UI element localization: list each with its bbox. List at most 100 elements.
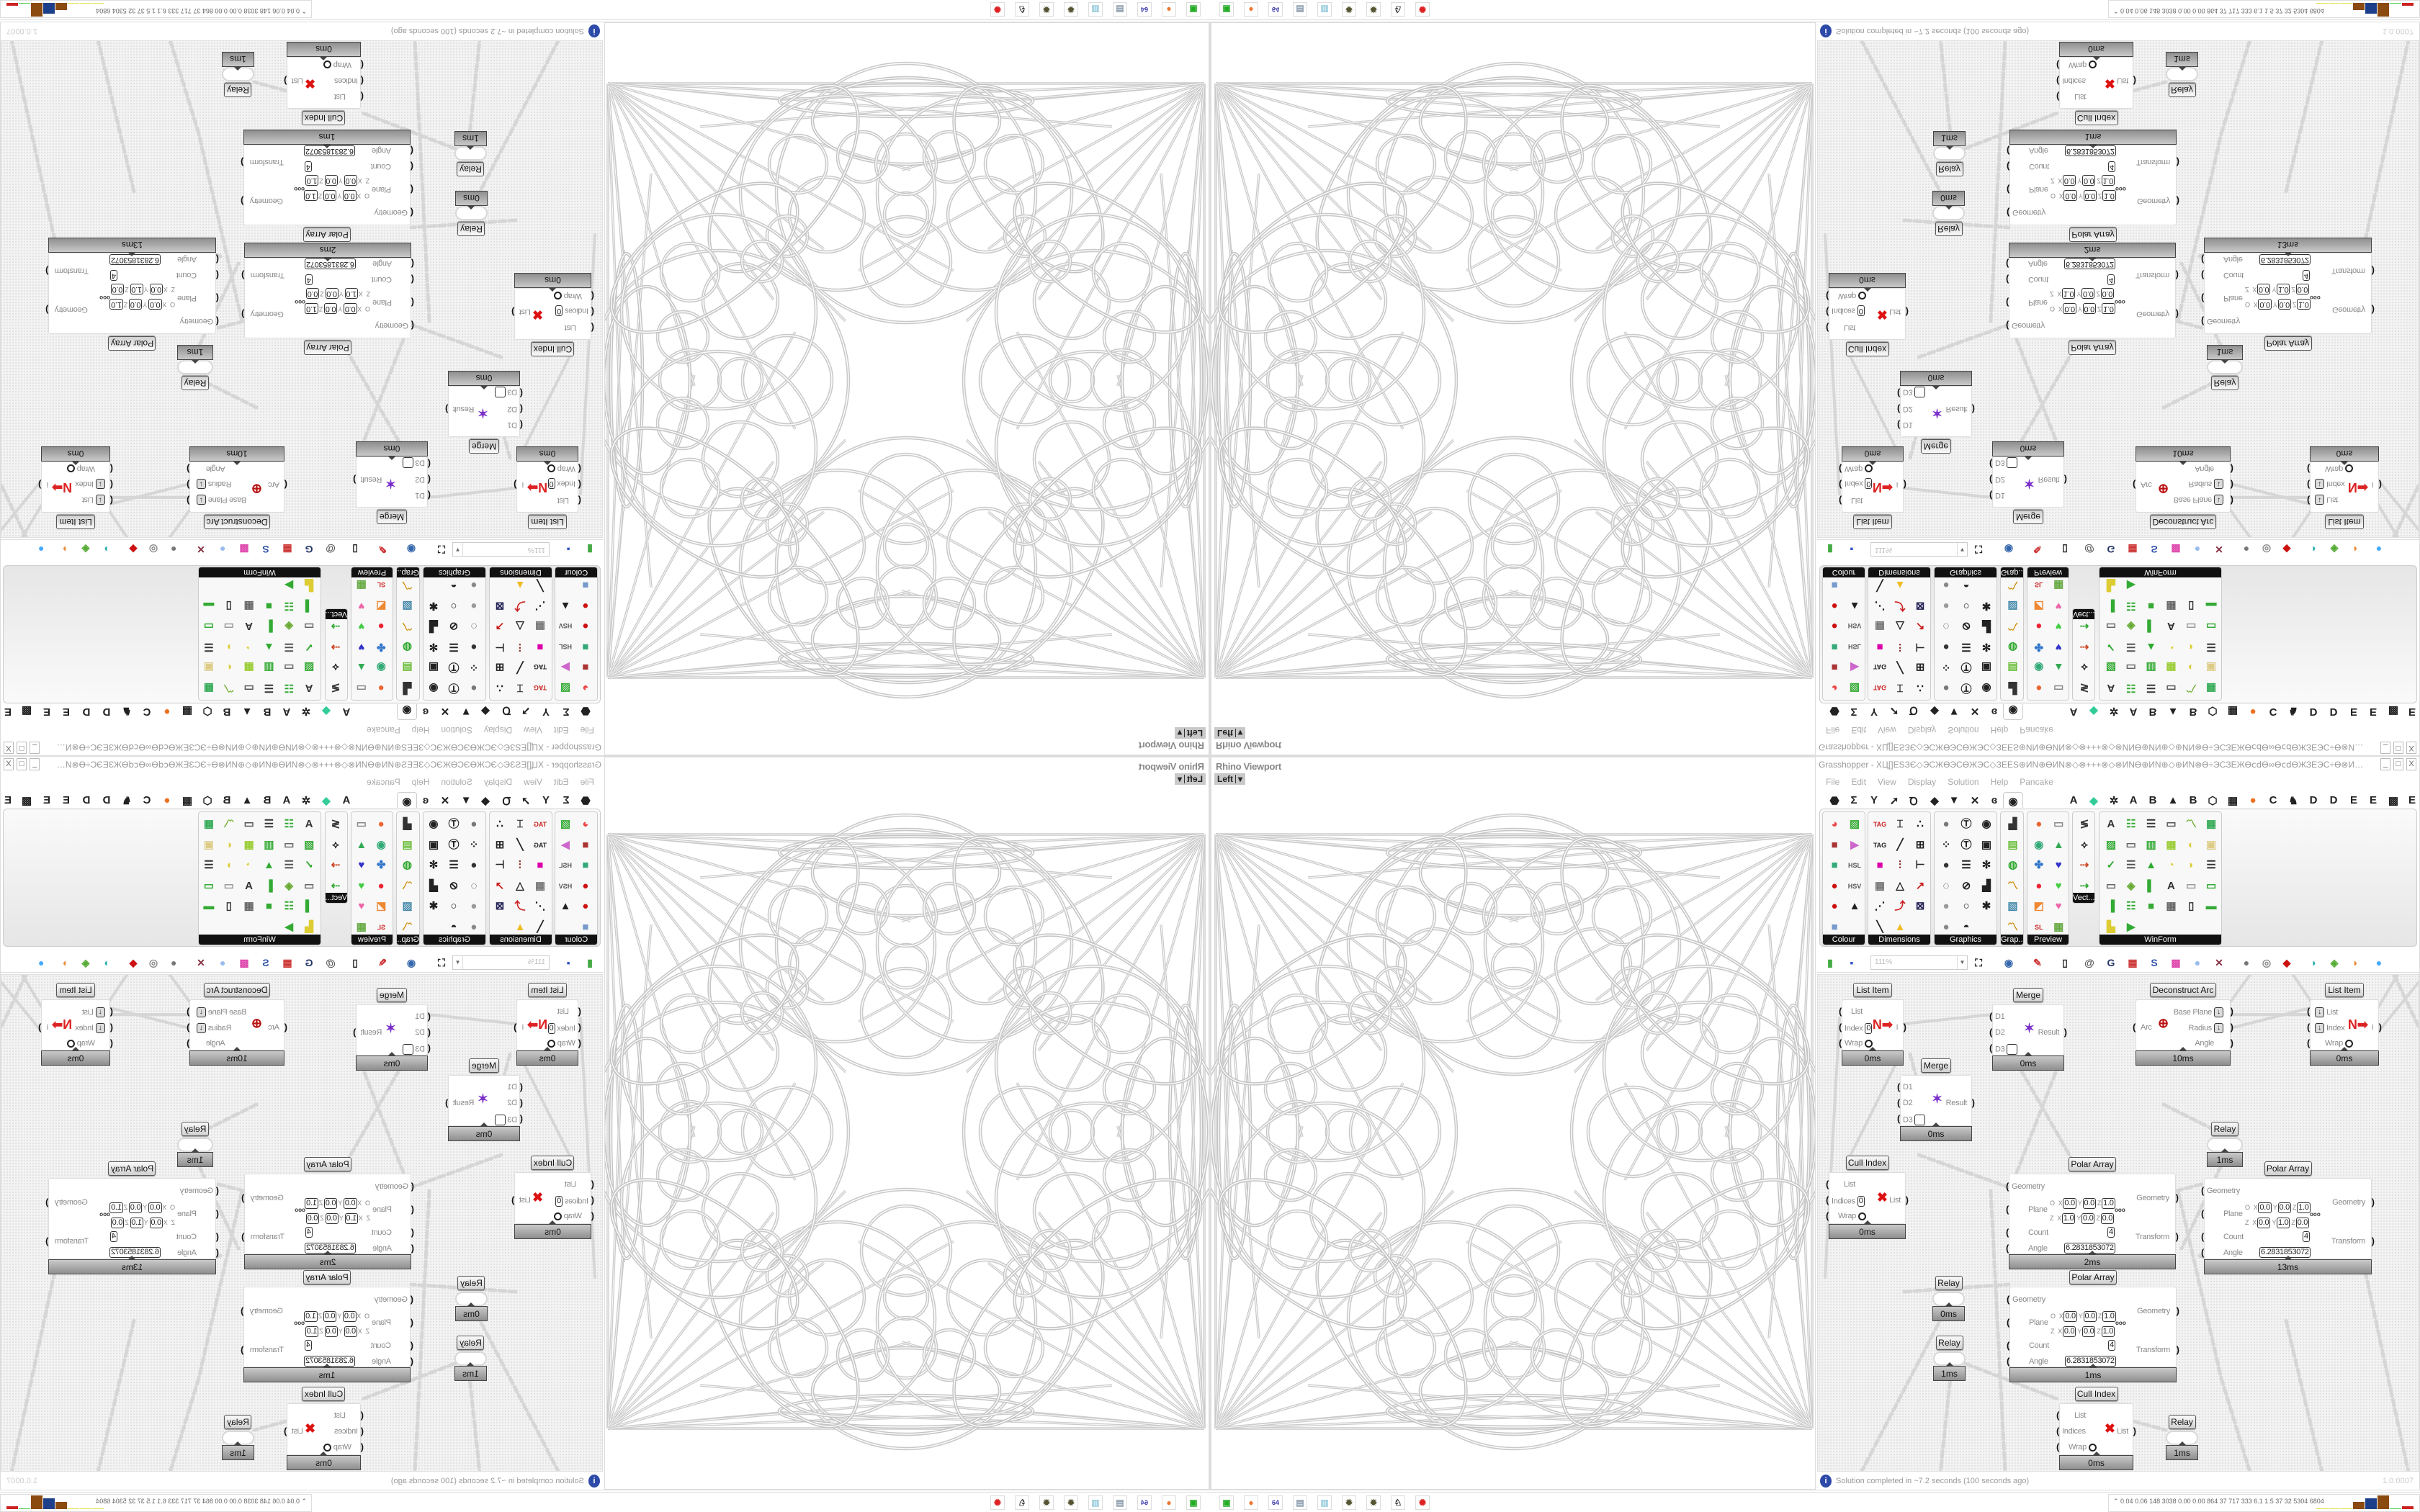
palette-component-icon[interactable]: 〽 bbox=[402, 879, 413, 892]
palette-component-icon[interactable]: ● bbox=[582, 879, 589, 892]
arrow-down-icon[interactable]: ↓ bbox=[96, 495, 105, 505]
palette-component-icon[interactable]: ☷ bbox=[284, 600, 294, 612]
wrap-toggle[interactable] bbox=[2088, 60, 2097, 69]
input-port[interactable]: ( bbox=[2006, 274, 2009, 285]
palette-component-icon[interactable]: ◩ bbox=[376, 900, 387, 912]
output-port[interactable]: ) bbox=[2230, 1022, 2233, 1032]
palette-component-icon[interactable]: ▶ bbox=[2126, 920, 2136, 933]
palette-component-icon[interactable]: ▬ bbox=[203, 600, 215, 612]
output-port[interactable]: ) bbox=[45, 266, 49, 276]
component-title[interactable]: Relay bbox=[2168, 1415, 2196, 1429]
palette-component-icon[interactable]: ◉ bbox=[1981, 818, 1991, 830]
menu-solution[interactable]: Solution bbox=[1948, 777, 1979, 787]
palette-component-icon[interactable]: ● bbox=[377, 879, 385, 892]
palette-component-icon[interactable]: ● bbox=[1942, 818, 1950, 830]
taskbar-red-badge-icon[interactable]: ✺ bbox=[990, 1495, 1005, 1510]
palette-component-icon[interactable]: ↗ bbox=[495, 620, 505, 633]
tab-mesh-icon[interactable]: ▼ bbox=[460, 706, 472, 718]
input-port[interactable]: ( bbox=[215, 254, 219, 265]
output-port[interactable]: ) bbox=[1971, 1097, 1975, 1108]
tab-plugin-leaf-icon[interactable]: ◆ bbox=[2089, 795, 2098, 807]
bulb-icon[interactable]: ● bbox=[2194, 544, 2201, 555]
palette-component-icon[interactable]: A bbox=[305, 682, 313, 694]
palette-component-icon[interactable]: ☰ bbox=[2146, 818, 2156, 830]
palette-component-icon[interactable]: ≶ bbox=[2079, 818, 2089, 830]
palette-component-icon[interactable]: ⊠ bbox=[495, 900, 505, 912]
palette-component-icon[interactable]: ▭ bbox=[356, 682, 367, 694]
coordinate-field[interactable]: 0.0 bbox=[305, 288, 320, 299]
palette-component-icon[interactable]: ◓ bbox=[450, 579, 457, 592]
component-title[interactable]: Polar Array bbox=[2069, 1157, 2116, 1171]
input-port[interactable]: ( bbox=[1839, 1038, 1842, 1048]
taskbar-red-badge-icon[interactable]: ✺ bbox=[990, 2, 1005, 17]
palette-component-icon[interactable]: ↗ bbox=[495, 879, 505, 892]
menu-solution[interactable]: Solution bbox=[441, 725, 472, 735]
output-port[interactable]: ) bbox=[2371, 1197, 2375, 1207]
input-port[interactable]: ( bbox=[360, 1410, 364, 1421]
maximize-button[interactable]: □ bbox=[2393, 758, 2403, 770]
palette-component-icon[interactable]: ╱ bbox=[1896, 838, 1904, 851]
taskbar-cog-icon[interactable]: ✹ bbox=[1039, 2, 1054, 17]
component-title[interactable]: Polar Array bbox=[304, 341, 351, 355]
menu-edit[interactable]: Edit bbox=[1851, 777, 1867, 787]
input-port[interactable]: ( bbox=[109, 1006, 113, 1017]
output-port[interactable]: ) bbox=[2175, 1192, 2179, 1203]
palette-component-icon[interactable]: ■ bbox=[582, 859, 589, 871]
tab-intersect-icon[interactable]: ✕ bbox=[1970, 705, 1980, 717]
menu-file[interactable]: File bbox=[1826, 725, 1840, 735]
input-port[interactable]: ( bbox=[2307, 495, 2311, 506]
palette-component-icon[interactable]: ◗ bbox=[225, 859, 233, 871]
taskbar-floppy-64-icon[interactable]: 64 bbox=[1268, 1495, 1283, 1510]
component-title[interactable]: Relay bbox=[224, 1415, 252, 1429]
preview-icon[interactable]: ◉ bbox=[406, 957, 416, 968]
output-port[interactable]: ) bbox=[2063, 1027, 2067, 1038]
tab-mesh-icon[interactable]: ▼ bbox=[1948, 794, 1960, 806]
palette-component-icon[interactable]: ▣ bbox=[2205, 661, 2217, 674]
palette-component-icon[interactable]: Ⓣ bbox=[448, 818, 460, 830]
palette-component-icon[interactable]: △ bbox=[516, 620, 524, 633]
palette-component-icon[interactable]: 〽 bbox=[402, 920, 413, 933]
input-port[interactable]: ( bbox=[2056, 60, 2060, 71]
palette-component-icon[interactable]: 〽 bbox=[2185, 682, 2197, 694]
palette-component-icon[interactable]: SL bbox=[2034, 581, 2043, 589]
coordinate-field[interactable]: 0.0 bbox=[2081, 1213, 2095, 1224]
coordinate-field[interactable]: 0.0 bbox=[2082, 303, 2096, 314]
palette-component-icon[interactable]: TAG bbox=[1873, 684, 1887, 691]
component-body[interactable]: (Arc⊕)))Base Plane↓Radius↓Angle bbox=[187, 462, 287, 513]
tab-plugin-b-icon[interactable]: B bbox=[2148, 706, 2157, 718]
output-port[interactable]: ) bbox=[45, 305, 49, 315]
component-body[interactable]: (((D1 D2 D3) Result ✶ bbox=[1989, 456, 2067, 508]
palette-component-icon[interactable]: ✓ bbox=[2106, 641, 2116, 653]
palette-component-icon[interactable]: ◔ bbox=[246, 641, 253, 653]
palette-component-icon[interactable]: ⇢ bbox=[331, 879, 341, 892]
palette-component-icon[interactable]: ◈ bbox=[2126, 620, 2136, 633]
palette-component-icon[interactable]: ⇢ bbox=[2079, 879, 2089, 892]
palette-component-icon[interactable]: ▤ bbox=[402, 661, 413, 674]
component-title[interactable]: Deconstruct Arc bbox=[204, 515, 270, 529]
component-title[interactable]: Cull Index bbox=[302, 1387, 346, 1401]
tab-plugin-d-icon[interactable]: D bbox=[2309, 706, 2318, 718]
palette-component-icon[interactable]: ▟ bbox=[403, 682, 412, 694]
output-port[interactable]: ) bbox=[241, 1344, 244, 1355]
sphere-a-icon[interactable]: ● bbox=[170, 957, 177, 968]
tab-plugin-a-icon[interactable]: A bbox=[2069, 706, 2078, 718]
menu-pancake[interactable]: Pancake bbox=[2020, 777, 2053, 787]
coordinate-field[interactable]: 1.0 bbox=[305, 1198, 318, 1209]
input-port[interactable]: ( bbox=[1826, 291, 1829, 302]
input-port[interactable]: ( bbox=[215, 1185, 219, 1196]
palette-component-icon[interactable]: ▤ bbox=[2007, 661, 2018, 674]
palette-component-icon[interactable]: ⋰ bbox=[534, 900, 546, 912]
palette-component-icon[interactable]: △ bbox=[516, 879, 524, 892]
tab-plugin-mountain-icon[interactable]: ▲ bbox=[241, 706, 253, 718]
empty-param-box[interactable] bbox=[2007, 457, 2018, 468]
arrow-down-icon[interactable]: ↓ bbox=[2315, 479, 2324, 489]
taskbar-scroll-icon[interactable]: ▤ bbox=[1293, 2, 1307, 17]
tab-curve-icon[interactable]: Ꝺ bbox=[1909, 704, 1918, 716]
component-body[interactable]: (((List Indices Wrap) List ✖ bbox=[2056, 1403, 2136, 1455]
input-port[interactable]: ( bbox=[215, 270, 219, 281]
palette-component-icon[interactable]: ▦ bbox=[356, 579, 367, 592]
